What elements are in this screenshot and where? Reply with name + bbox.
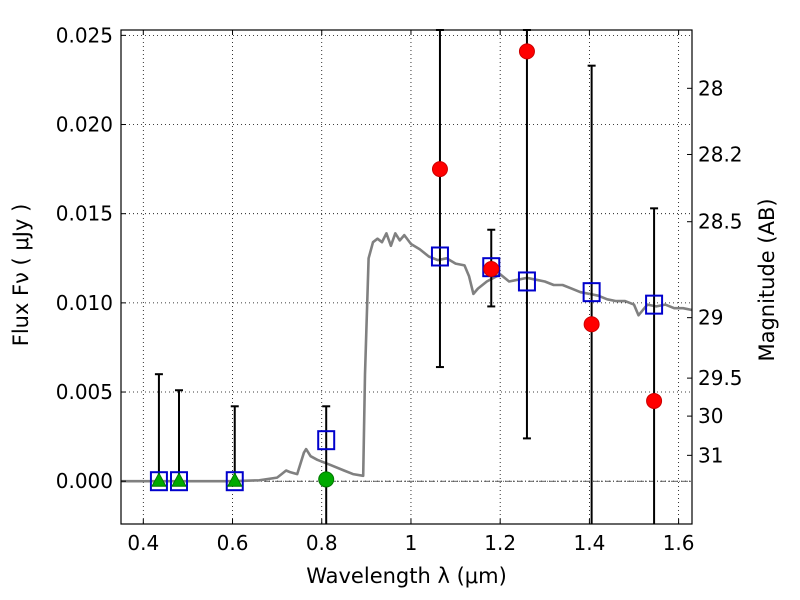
detection-point [583,316,600,333]
y-tick-label: 0.015 [56,202,113,226]
upper-limit-triangle [226,472,243,487]
template-sed-line [121,232,693,483]
y-tick-label: 0.025 [56,23,113,47]
y2-tick-label: 31 [698,443,723,467]
detection-point [483,260,500,277]
y-axis-title: Flux Fν ( μJy ) [9,204,33,347]
x-tick-label: 0.8 [306,531,338,555]
y-tick-label: 0.020 [56,113,113,137]
detection-point [646,392,663,409]
model-photometry-square [645,294,664,315]
axis-ticks: 0.4 0.6 0.8 1 1.2 1.4 1.6 0.000 0.005 0.010 0.015 0… [56,23,743,555]
detection-point [431,161,448,178]
y2-tick-label: 29.5 [698,366,743,390]
y-tick-label: 0.010 [56,291,113,315]
model-photometry-square [430,246,449,267]
model-photometry-square [582,282,601,303]
y2-tick-label: 28.2 [698,142,743,166]
model-photometry-square [517,271,536,292]
x-axis-title: Wavelength λ (μm) [306,564,507,588]
gridlines [121,30,692,524]
y2-tick-label: 28 [698,76,723,100]
axes-frame [120,29,693,525]
y2-axis-title: Magnitude (AB) [755,198,779,361]
y-tick-label: 0.005 [56,380,113,404]
y2-tick-label: 29 [698,306,723,330]
y-tick-label: 0.000 [56,469,113,493]
detection-point [518,43,535,60]
x-tick-label: 0.6 [217,531,249,555]
y2-tick-label: 30 [698,404,723,428]
plot-area [121,29,693,524]
x-tick-label: 1.4 [573,531,605,555]
y2-tick-label: 28.5 [698,210,743,234]
model-photometry-square [317,430,336,451]
x-tick-label: 0.4 [127,531,159,555]
low-detection-point [318,471,335,488]
upper-limit-triangle [151,472,167,487]
upper-limit-triangle [171,472,187,487]
x-tick-label: 1.2 [484,531,516,555]
x-tick-label: 1.6 [663,531,695,555]
x-tick-label: 1 [405,531,418,555]
